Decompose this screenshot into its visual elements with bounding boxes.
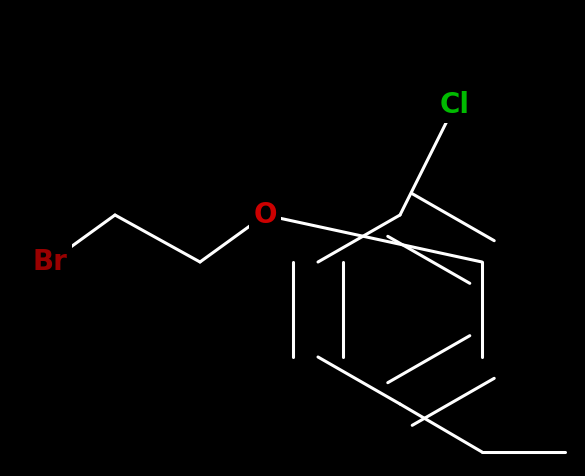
Text: Br: Br bbox=[33, 248, 67, 276]
Text: Cl: Cl bbox=[440, 91, 470, 119]
Text: O: O bbox=[253, 201, 277, 229]
